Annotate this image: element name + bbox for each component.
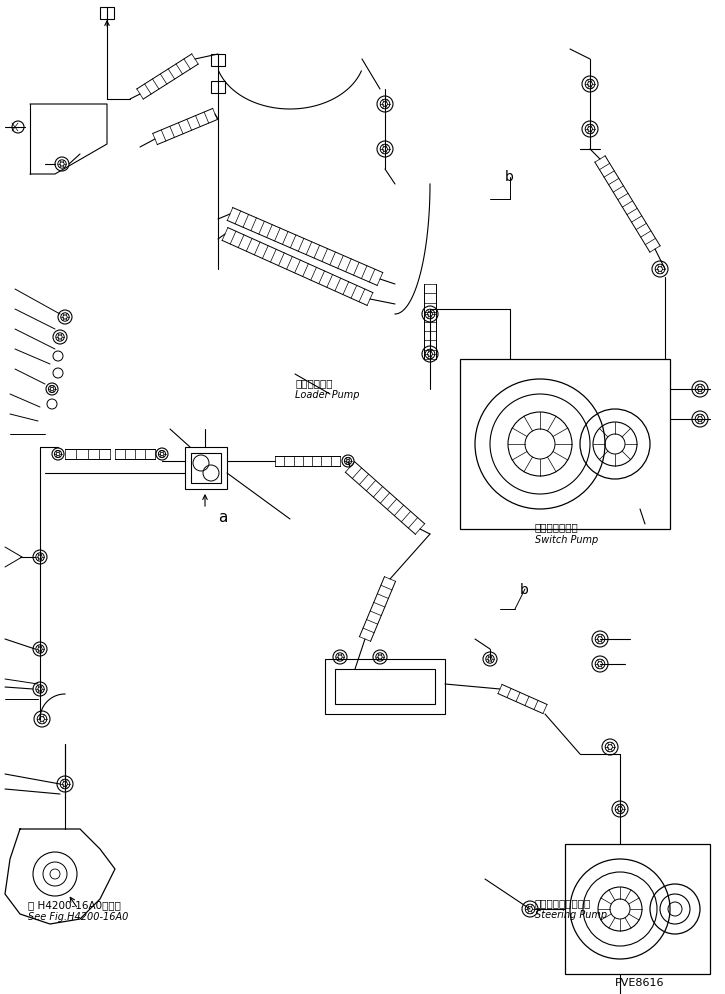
- Text: Loader Pump: Loader Pump: [295, 390, 360, 400]
- Text: b: b: [505, 170, 514, 184]
- Bar: [325, 659, 445, 715]
- Text: See Fig.H4200-16A0: See Fig.H4200-16A0: [28, 911, 128, 921]
- Bar: [460, 360, 670, 530]
- Text: スイッチポンプ: スイッチポンプ: [535, 522, 579, 532]
- Text: 第 H4200-16A0図参照: 第 H4200-16A0図参照: [28, 900, 121, 910]
- Text: ステアリングポンプ: ステアリングポンプ: [535, 898, 592, 908]
- Bar: [185, 447, 227, 489]
- Text: a: a: [218, 510, 228, 525]
- Bar: [565, 844, 710, 974]
- Text: b: b: [520, 582, 529, 596]
- Bar: [100, 8, 114, 20]
- Bar: [335, 669, 435, 705]
- Text: Switch Pump: Switch Pump: [535, 535, 598, 545]
- Bar: [211, 82, 225, 93]
- Text: ローダポンプ: ローダポンプ: [295, 378, 333, 388]
- Text: PVE8616: PVE8616: [615, 977, 665, 987]
- Bar: [211, 55, 225, 67]
- Bar: [191, 453, 221, 483]
- Text: Steering Pump: Steering Pump: [535, 910, 607, 919]
